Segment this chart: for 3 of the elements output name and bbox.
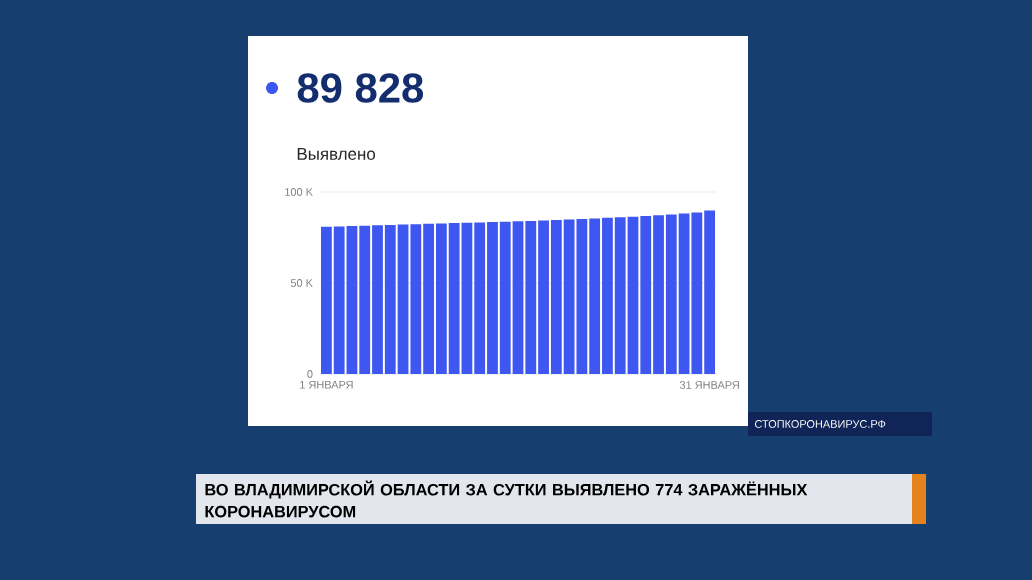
chart-title: 89 828 <box>297 73 424 103</box>
text: ВО ВЛАДИМИРСКОЙ ОБЛАСТИ ЗА СУТКИ ВЫЯВЛЕНО 774 ЗАРАЖЁННЫХ КОРОНАВИРУСОМ <box>205 480 808 518</box>
chart-subtitle: Выявлено <box>297 148 376 160</box>
